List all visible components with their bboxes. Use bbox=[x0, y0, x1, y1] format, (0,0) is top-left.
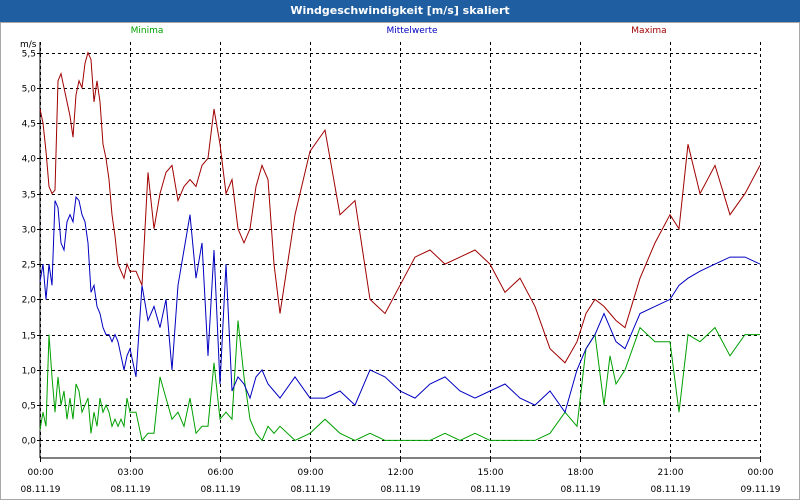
x-tick-time-label: 18:00 bbox=[568, 468, 594, 478]
x-tick-time-label: 12:00 bbox=[388, 468, 414, 478]
y-tick-label: 2,0 bbox=[22, 296, 37, 306]
x-tick-time-label: 00:00 bbox=[748, 468, 774, 478]
x-tick-date-label: 08.11.19 bbox=[20, 485, 60, 495]
y-tick-label: 4,0 bbox=[22, 155, 37, 165]
x-tick-time-label: 09:00 bbox=[298, 468, 324, 478]
legend-mittelwerte: Mittelwerte bbox=[386, 26, 437, 36]
x-tick-date-label: 08.11.19 bbox=[650, 485, 690, 495]
y-tick-label: 5,5 bbox=[22, 50, 36, 60]
x-tick-date-label: 08.11.19 bbox=[470, 485, 510, 495]
y-tick-label: 3,5 bbox=[22, 191, 36, 201]
x-tick-date-label: 08.11.19 bbox=[380, 485, 420, 495]
y-tick-label: 0,5 bbox=[22, 402, 36, 412]
legend-minima: Minima bbox=[131, 26, 164, 36]
series-mittelwerte-line bbox=[39, 195, 761, 414]
x-tick-time-label: 00:00 bbox=[28, 468, 54, 478]
legend-maxima: Maxima bbox=[631, 26, 666, 36]
x-tick-date-label: 08.11.19 bbox=[560, 485, 600, 495]
series-minima-line bbox=[39, 320, 760, 442]
x-tick-time-label: 03:00 bbox=[118, 468, 144, 478]
y-tick-label: 2,5 bbox=[22, 261, 36, 271]
x-tick-date-label: 09.11.19 bbox=[740, 485, 780, 495]
y-tick-label: 0,0 bbox=[22, 437, 37, 447]
y-tick-label: 4,5 bbox=[22, 120, 36, 130]
x-tick-date-label: 08.11.19 bbox=[290, 485, 330, 495]
x-tick-time-label: 06:00 bbox=[208, 468, 234, 478]
y-axis-unit-label: m/s bbox=[20, 40, 37, 50]
axis-ticks: 0,0 0,5 1,0 1,5 2,0 2,5 3,0 3,5 4,0 4,5 5,0 5,5 00:0… bbox=[20, 50, 780, 496]
x-tick-time-label: 15:00 bbox=[478, 468, 504, 478]
y-tick-label: 3,0 bbox=[22, 226, 37, 236]
chart-title: Windgeschwindigkeit [m/s] skaliert bbox=[0, 0, 800, 22]
x-tick-date-label: 08.11.19 bbox=[110, 485, 150, 495]
series-lines bbox=[39, 51, 761, 442]
legend: Minima Mittelwerte Maxima bbox=[131, 26, 667, 36]
series-maxima-line bbox=[39, 51, 761, 364]
x-tick-time-label: 21:00 bbox=[658, 468, 684, 478]
x-tick-date-label: 08.11.19 bbox=[200, 485, 240, 495]
y-tick-label: 5,0 bbox=[22, 85, 37, 95]
y-tick-label: 1,0 bbox=[22, 367, 37, 377]
y-tick-label: 1,5 bbox=[22, 332, 36, 342]
